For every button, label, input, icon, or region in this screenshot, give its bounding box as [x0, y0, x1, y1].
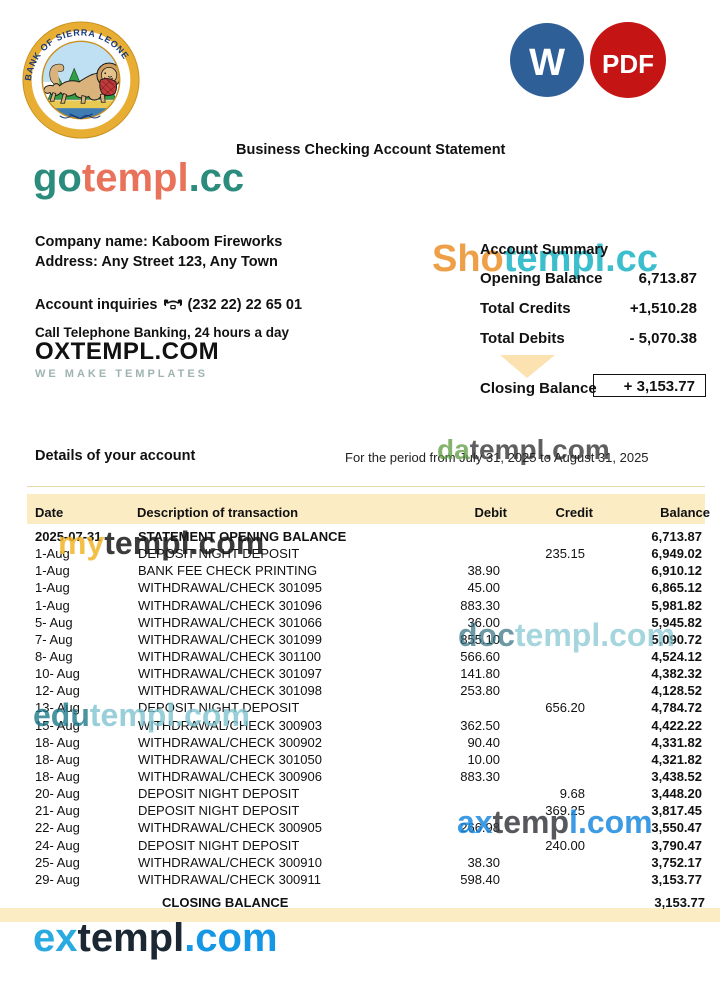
svg-text:W: W	[529, 42, 565, 84]
svg-text:PDF: PDF	[602, 49, 654, 79]
